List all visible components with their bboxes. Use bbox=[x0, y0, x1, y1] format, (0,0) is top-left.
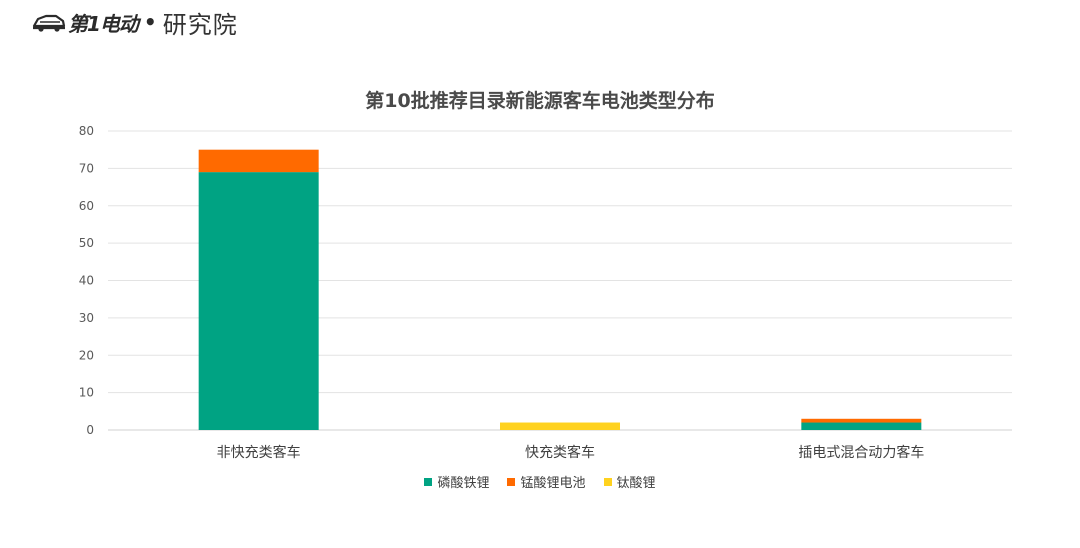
bar-segment bbox=[198, 149, 319, 173]
y-tick-label: 70 bbox=[79, 161, 94, 175]
legend-swatch bbox=[603, 477, 612, 486]
x-tick-label: 插电式混合动力客车 bbox=[798, 444, 924, 461]
legend-label: 锰酸锂电池 bbox=[520, 476, 586, 491]
legend-swatch bbox=[424, 477, 433, 486]
y-tick-label: 60 bbox=[79, 199, 94, 213]
x-tick-label: 非快充类客车 bbox=[217, 444, 301, 461]
logo: 第1电动 • 研究院 bbox=[32, 6, 238, 39]
legend-swatch bbox=[507, 477, 516, 486]
legend-item: 锰酸锂电池 bbox=[507, 472, 586, 491]
org-logo-text: 研究院 bbox=[162, 10, 238, 39]
bar-segment bbox=[801, 418, 922, 423]
legend-label: 钛酸锂 bbox=[616, 476, 656, 491]
y-tick-label: 40 bbox=[79, 274, 94, 288]
logo-separator-dot: • bbox=[143, 10, 157, 34]
y-tick-label: 30 bbox=[79, 311, 94, 325]
chart-title: 第10批推荐目录新能源客车电池类型分布 bbox=[365, 90, 715, 112]
chart-legend: 磷酸铁锂 锰酸锂电池 钛酸锂 bbox=[0, 472, 1080, 491]
y-tick-label: 0 bbox=[86, 423, 94, 437]
brand-logo-text: 第1电动 bbox=[68, 11, 139, 36]
legend-item: 钛酸锂 bbox=[603, 472, 656, 491]
y-tick-label: 20 bbox=[79, 348, 94, 362]
legend-label: 磷酸铁锂 bbox=[437, 476, 490, 491]
bar-segment bbox=[500, 422, 620, 430]
legend-item: 磷酸铁锂 bbox=[424, 472, 489, 491]
car-logo-icon bbox=[32, 11, 66, 33]
y-tick-label: 50 bbox=[79, 236, 94, 250]
bar-segment bbox=[801, 422, 922, 430]
y-tick-label: 80 bbox=[79, 124, 94, 138]
y-tick-label: 10 bbox=[79, 386, 94, 400]
x-tick-label: 快充类客车 bbox=[525, 444, 595, 461]
bar-segment bbox=[198, 172, 319, 431]
